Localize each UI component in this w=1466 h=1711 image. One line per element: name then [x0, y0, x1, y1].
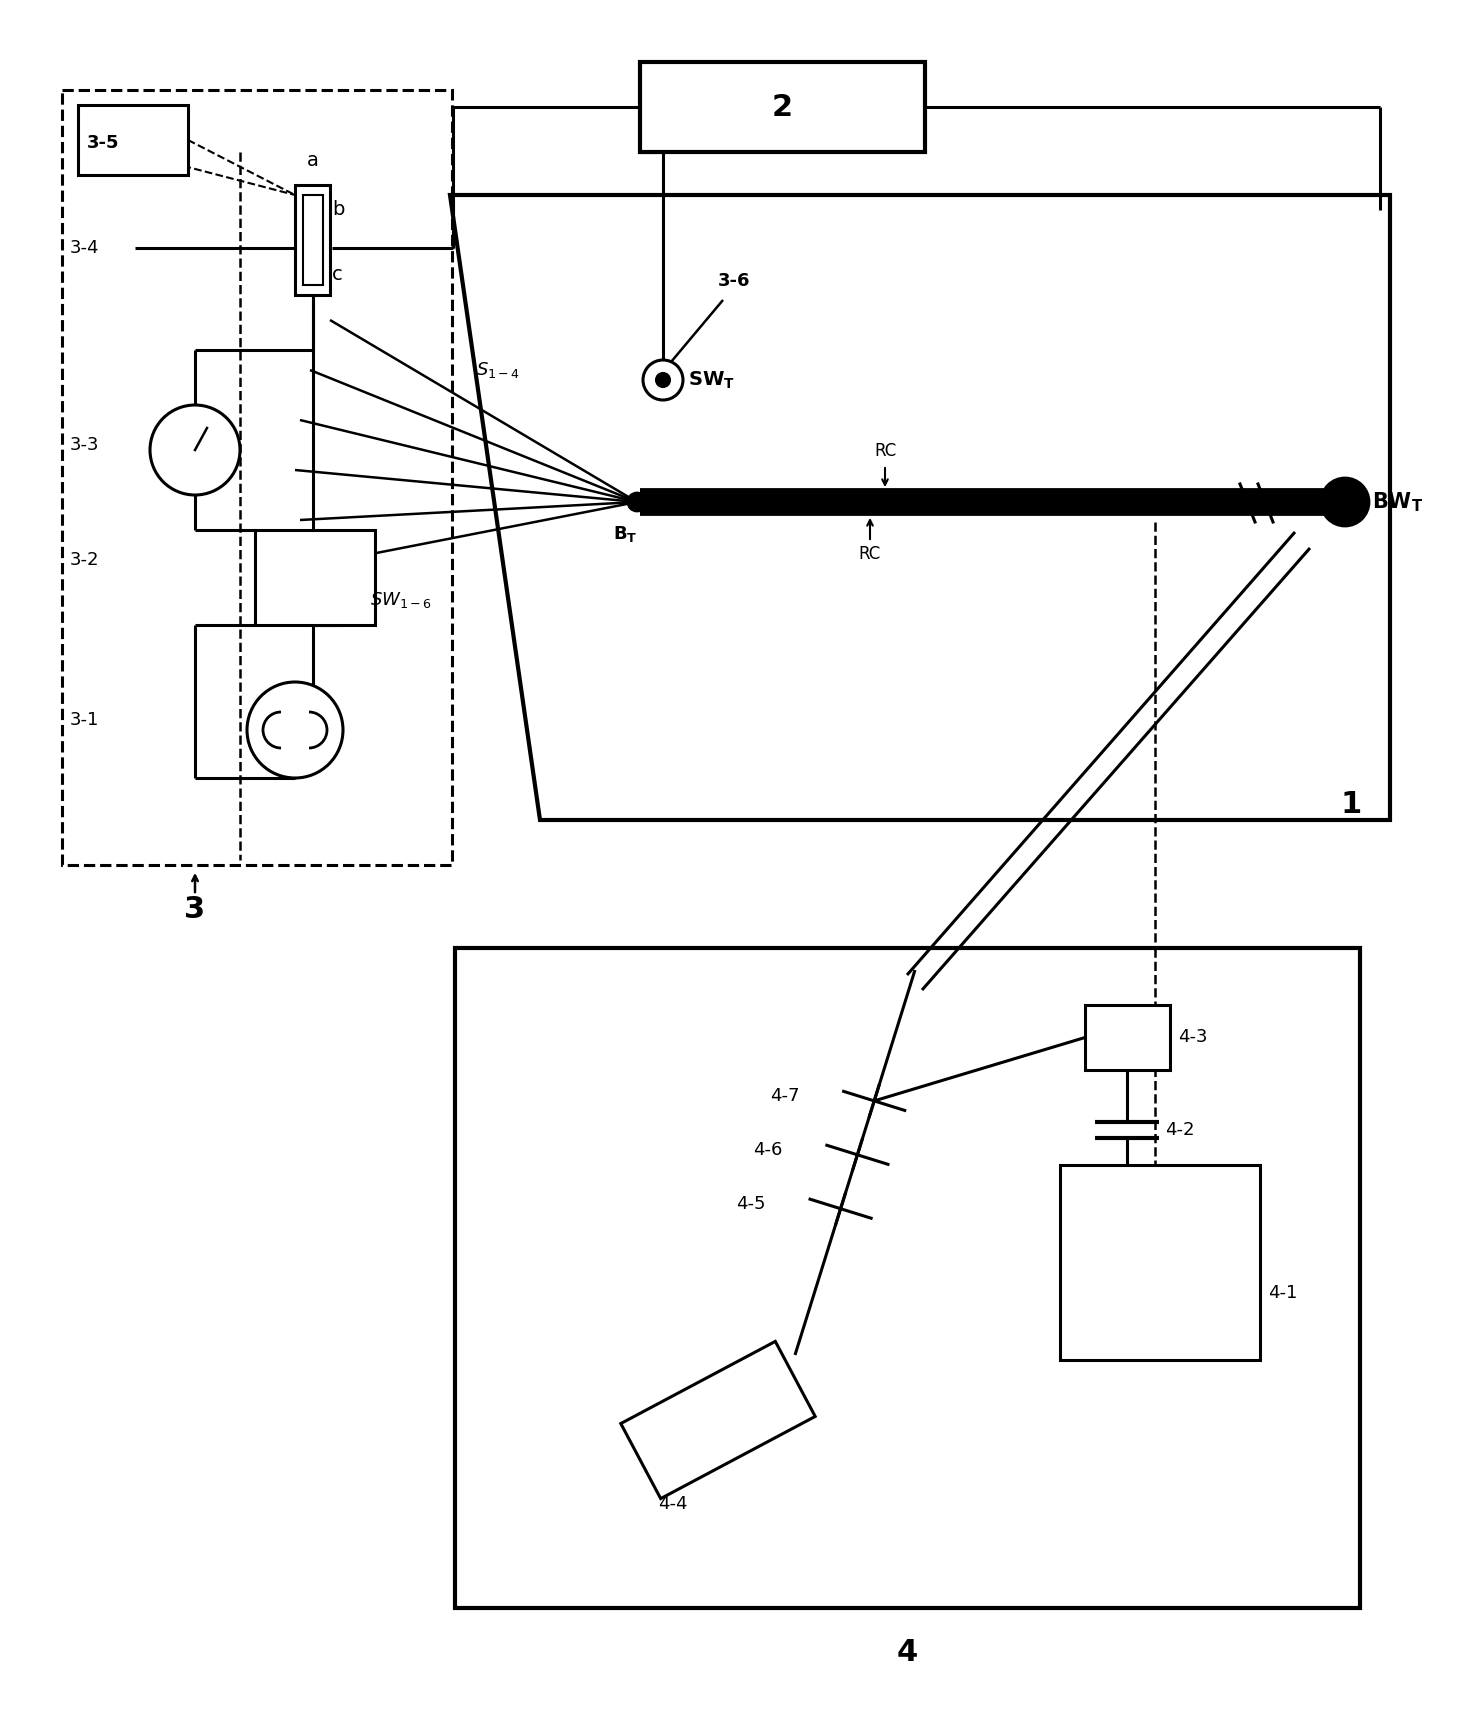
Text: $\mathbf{BW_T}$: $\mathbf{BW_T}$	[1372, 489, 1423, 513]
Text: 4: 4	[897, 1637, 918, 1667]
Text: a: a	[306, 151, 320, 169]
Bar	[62, 91, 452, 866]
Text: $\mathbf{B_T}$: $\mathbf{B_T}$	[613, 524, 638, 544]
Circle shape	[655, 373, 670, 387]
Text: 3-3: 3-3	[70, 436, 100, 453]
Bar	[641, 62, 925, 152]
Circle shape	[1321, 477, 1369, 525]
Text: 4-3: 4-3	[1179, 1028, 1208, 1047]
Text: 3-6: 3-6	[718, 272, 751, 289]
Text: 3: 3	[185, 895, 205, 924]
Bar	[295, 185, 330, 294]
Text: 2: 2	[773, 92, 793, 121]
Text: RC: RC	[874, 441, 896, 460]
Text: 3-5: 3-5	[86, 133, 120, 152]
Bar	[255, 530, 375, 625]
Text: 3-1: 3-1	[70, 712, 100, 729]
Text: 3-4: 3-4	[70, 240, 100, 257]
Bar	[1085, 1004, 1170, 1069]
Text: b: b	[331, 200, 345, 219]
Text: c: c	[331, 265, 343, 284]
Text: 4-5: 4-5	[736, 1194, 765, 1213]
Circle shape	[644, 359, 683, 400]
Bar	[1060, 1165, 1259, 1360]
Text: 4-2: 4-2	[1165, 1121, 1195, 1140]
Text: $\mathbf{SW_T}$: $\mathbf{SW_T}$	[688, 370, 734, 390]
Polygon shape	[450, 195, 1390, 820]
Text: 4-1: 4-1	[1268, 1283, 1297, 1302]
Circle shape	[627, 493, 647, 512]
Polygon shape	[620, 1341, 815, 1499]
Bar	[78, 104, 188, 175]
Circle shape	[246, 683, 343, 779]
Bar	[454, 948, 1360, 1608]
Text: $S_{1-4}$: $S_{1-4}$	[476, 359, 520, 380]
Text: 3-2: 3-2	[70, 551, 100, 570]
Text: 1: 1	[1340, 790, 1362, 820]
Text: 4-7: 4-7	[770, 1086, 799, 1105]
Text: RC: RC	[859, 546, 881, 563]
Text: $SW_{1-6}$: $SW_{1-6}$	[369, 590, 432, 611]
Text: 4-6: 4-6	[754, 1141, 783, 1158]
Circle shape	[150, 406, 240, 494]
Text: 4-4: 4-4	[658, 1495, 688, 1513]
Bar	[303, 195, 323, 286]
